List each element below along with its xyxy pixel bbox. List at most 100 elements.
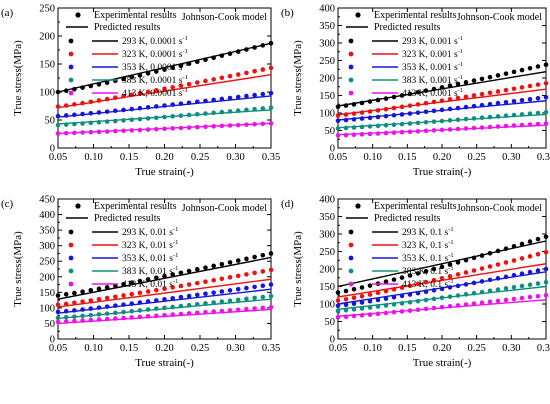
experimental-point (455, 303, 461, 308)
experimental-point (227, 275, 233, 280)
experimental-point (88, 317, 94, 323)
y-tick-label: 50 (45, 319, 56, 330)
experimental-point (415, 290, 421, 296)
experimental-point (121, 107, 126, 113)
y-tick-label: 300 (39, 241, 55, 252)
y-tick-label: 200 (319, 265, 335, 276)
legend-label-superscript: -1 (173, 278, 178, 285)
experimental-point (519, 122, 525, 128)
experimental-point (145, 71, 151, 76)
experimental-point (211, 263, 216, 269)
legend-label-text: 383 K, 0.01 s (122, 267, 173, 277)
legend-label: 323 K, 0.001 s-1 (402, 48, 463, 60)
legend-marker (68, 64, 74, 70)
experimental-point (162, 126, 167, 132)
experimental-point (154, 104, 159, 109)
experimental-point (154, 88, 159, 93)
experimental-point (527, 66, 533, 71)
experimental-point (527, 83, 533, 89)
experimental-point (439, 98, 445, 103)
experimental-point (260, 269, 266, 274)
experimental-point (170, 285, 175, 290)
x-axis-title: True strain(-) (135, 166, 194, 178)
panel-label: (b) (281, 7, 294, 19)
experimental-point (519, 67, 525, 73)
experimental-point (375, 304, 381, 309)
experimental-point (260, 106, 266, 111)
experimental-point (351, 111, 357, 116)
experimental-point (235, 122, 241, 128)
experimental-point (186, 61, 192, 67)
experimental-point (88, 99, 94, 105)
experimental-point (137, 300, 143, 305)
experimental-point (194, 59, 200, 65)
experimental-point (227, 123, 233, 128)
experimental-point (495, 114, 501, 119)
legend-label: 413 K, 0.001 s-1 (402, 87, 463, 99)
experimental-point (219, 96, 225, 102)
legend-marker (348, 77, 354, 83)
experimental-point (72, 86, 77, 92)
experimental-point (186, 112, 192, 118)
experimental-point (211, 290, 216, 295)
experimental-point (260, 252, 266, 258)
experimental-point (211, 277, 216, 283)
experimental-point (268, 105, 274, 110)
legend-label-superscript: -1 (182, 74, 187, 81)
experimental-point (407, 111, 413, 116)
experimental-point (439, 304, 445, 310)
experimental-point (113, 128, 118, 134)
experimental-point (519, 256, 525, 261)
x-axis-title: True strain(-) (413, 357, 472, 369)
experimental-point (335, 118, 341, 123)
experimental-point (351, 102, 357, 107)
legend-label-text: 293 K, 0.01 s (122, 228, 173, 238)
experimental-point (423, 279, 429, 285)
experimental-point (471, 78, 477, 83)
legend-label-text: 353 K, 0.01 s (122, 254, 173, 264)
legend-label-predicted: Predicted results (94, 22, 160, 33)
x-tick-label: 0.10 (363, 343, 381, 354)
experimental-point (178, 294, 184, 300)
experimental-point (527, 122, 533, 127)
experimental-point (527, 239, 533, 244)
experimental-point (96, 129, 102, 135)
experimental-point (343, 103, 349, 108)
y-tick-label: 100 (319, 300, 335, 311)
legend-label-superscript: -1 (182, 61, 187, 68)
experimental-point (527, 254, 533, 259)
experimental-point (55, 113, 61, 119)
experimental-point (391, 287, 397, 292)
experimental-point (359, 306, 365, 311)
experimental-point (194, 310, 200, 316)
experimental-point (351, 295, 357, 301)
experimental-point (145, 314, 151, 319)
experimental-point (543, 121, 549, 126)
experimental-point (495, 100, 501, 106)
legend-label-superscript: -1 (448, 278, 453, 285)
experimental-point (471, 125, 477, 131)
experimental-point (63, 308, 69, 314)
x-tick-label: 0.35 (262, 152, 280, 163)
experimental-point (367, 292, 373, 297)
y-axis-title: True stress(MPa) (12, 231, 24, 307)
experimental-point (375, 297, 381, 303)
y-tick-label: 0 (50, 144, 55, 155)
y-tick-label: 200 (39, 32, 55, 43)
experimental-point (219, 123, 225, 129)
experimental-point (503, 99, 509, 105)
experimental-point (351, 287, 357, 292)
experimental-point (227, 298, 233, 303)
experimental-point (407, 283, 413, 289)
experimental-point (535, 268, 541, 273)
experimental-point (439, 264, 445, 270)
experimental-point (162, 286, 167, 292)
x-tick-label: 0.10 (84, 152, 102, 163)
experimental-point (359, 132, 365, 137)
x-tick-label: 0.20 (433, 343, 451, 354)
legend-label-superscript: -1 (448, 226, 453, 233)
experimental-point (391, 302, 397, 307)
experimental-point (80, 318, 85, 323)
experimental-point (455, 260, 461, 265)
experimental-point (137, 127, 143, 133)
